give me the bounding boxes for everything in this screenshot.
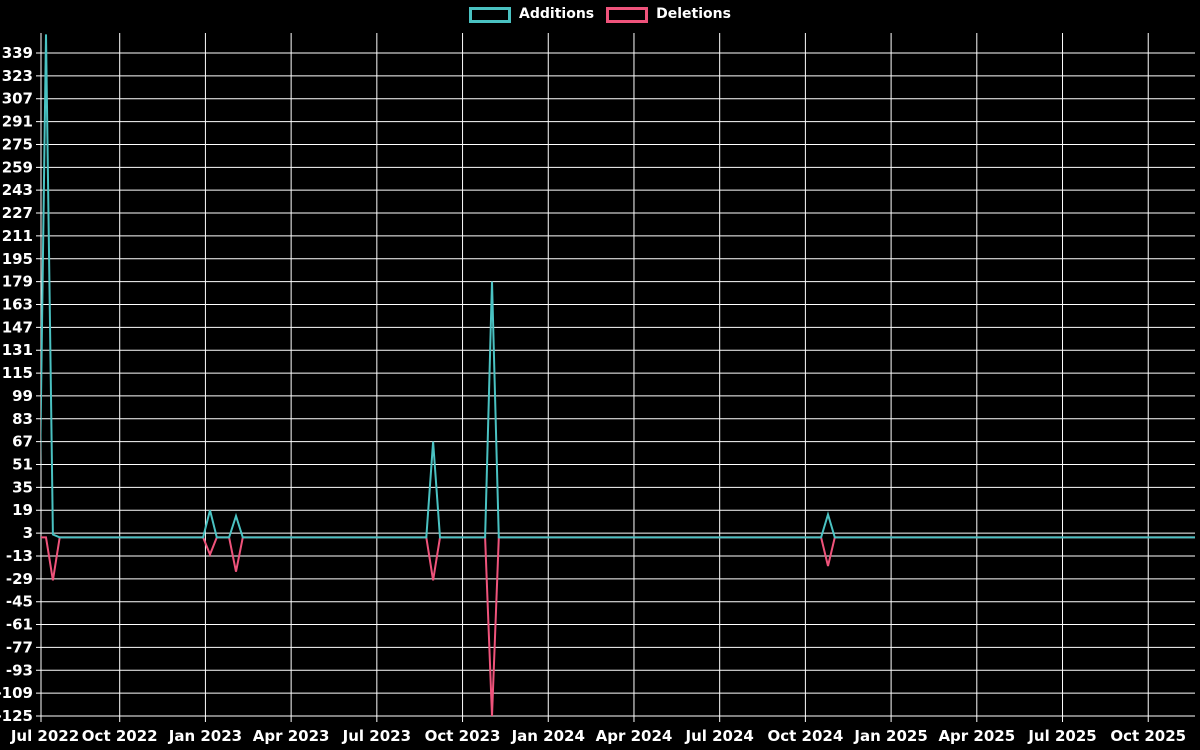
additions-line — [41, 34, 1195, 539]
legend-item-deletions[interactable]: Deletions — [606, 6, 731, 23]
y-tick-label: 243 — [2, 181, 33, 199]
x-tick-label: Jan 2024 — [511, 727, 585, 745]
x-tick-label: Oct 2022 — [82, 727, 158, 745]
y-tick-label: 307 — [2, 90, 33, 108]
series-group — [41, 34, 1195, 717]
y-tick-label: 179 — [2, 273, 33, 291]
y-tick-label: 275 — [2, 135, 33, 153]
x-tick-label: Jan 2025 — [853, 727, 927, 745]
y-tick-label: 163 — [2, 295, 33, 313]
x-tick-label: Jul 2024 — [684, 727, 753, 745]
y-tick-label: 99 — [12, 387, 33, 405]
y-tick-label: -61 — [6, 616, 33, 634]
x-tick-label: Jul 2025 — [1027, 727, 1096, 745]
x-tick-label: Oct 2025 — [1110, 727, 1186, 745]
x-tick-label: Apr 2024 — [596, 727, 673, 745]
y-tick-label: -29 — [6, 570, 33, 588]
deletions-swatch-icon — [606, 6, 649, 23]
y-tick-label: -93 — [6, 661, 33, 679]
y-tick-label: 339 — [2, 44, 33, 62]
x-tick-label: Jul 2023 — [342, 727, 411, 745]
legend-label-additions: Additions — [519, 6, 595, 22]
x-gridlines: Jul 2022 Oct 2022 Jan 2023 Apr 2023 Jul 2023… — [10, 33, 1186, 745]
x-tick-label: Oct 2023 — [425, 727, 501, 745]
legend-label-deletions: Deletions — [656, 6, 731, 22]
x-tick-label: Apr 2025 — [938, 727, 1015, 745]
y-tick-label: 67 — [12, 433, 33, 451]
y-tick-label: 323 — [2, 67, 33, 85]
y-tick-label: -77 — [6, 638, 33, 656]
y-tick-label: -13 — [6, 547, 33, 565]
x-tick-label: Jul 2022 — [10, 727, 79, 745]
y-tick-label: 195 — [2, 250, 33, 268]
y-tick-label: 51 — [12, 456, 33, 474]
additions-swatch-icon — [469, 6, 512, 23]
y-tick-label: 35 — [12, 478, 33, 496]
x-tick-label: Apr 2023 — [253, 727, 330, 745]
x-tick-label: Jan 2023 — [168, 727, 242, 745]
y-tick-label: 227 — [2, 204, 33, 222]
y-tick-label: 131 — [2, 341, 33, 359]
y-tick-label: -109 — [0, 684, 33, 702]
y-tick-label: 19 — [12, 501, 33, 519]
y-tick-label: 147 — [2, 318, 33, 336]
y-tick-label: -45 — [6, 593, 33, 611]
deletions-line — [41, 536, 1195, 717]
x-tick-label: Oct 2024 — [767, 727, 843, 745]
y-tick-label: 83 — [12, 410, 33, 428]
chart-legend: Additions Deletions — [0, 6, 1200, 23]
y-gridlines: 339 323 307 291 275 259 243 227 211 195 179 163 147 1… — [0, 44, 1195, 725]
y-tick-label: 211 — [2, 227, 33, 245]
y-tick-label: 115 — [2, 364, 33, 382]
y-tick-label: 259 — [2, 158, 33, 176]
legend-item-additions[interactable]: Additions — [469, 6, 594, 23]
y-tick-label: 3 — [23, 524, 33, 542]
y-tick-label: -125 — [0, 707, 33, 725]
y-tick-label: 291 — [2, 113, 33, 131]
